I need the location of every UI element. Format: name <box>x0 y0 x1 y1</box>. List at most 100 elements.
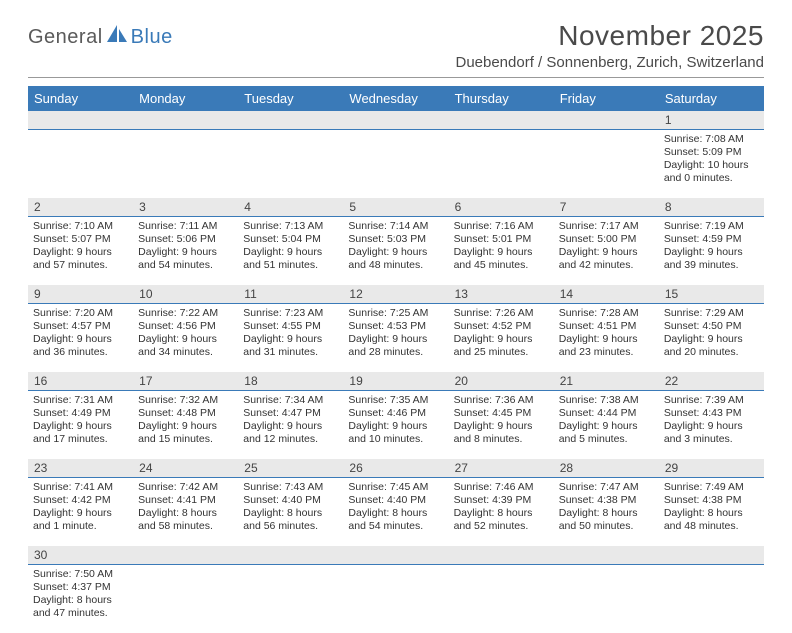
daylight-text: Daylight: 9 hours and 5 minutes. <box>559 420 654 446</box>
day-number <box>238 546 343 564</box>
header: General Blue November 2025 Duebendorf / … <box>28 20 764 71</box>
day-cell: Sunrise: 7:41 AMSunset: 4:42 PMDaylight:… <box>28 478 133 546</box>
day-cell: Sunrise: 7:32 AMSunset: 4:48 PMDaylight:… <box>133 391 238 459</box>
sunrise-text: Sunrise: 7:32 AM <box>138 394 233 407</box>
day-number: 22 <box>659 372 764 390</box>
daylight-text: Daylight: 8 hours and 54 minutes. <box>348 507 443 533</box>
empty-cell <box>28 130 133 198</box>
daylight-text: Daylight: 9 hours and 51 minutes. <box>243 246 338 272</box>
sunset-text: Sunset: 4:50 PM <box>664 320 759 333</box>
sunset-text: Sunset: 5:06 PM <box>138 233 233 246</box>
day-number-row: 9101112131415 <box>28 285 764 304</box>
sunrise-text: Sunrise: 7:46 AM <box>454 481 549 494</box>
day-cell: Sunrise: 7:42 AMSunset: 4:41 PMDaylight:… <box>133 478 238 546</box>
empty-cell <box>238 130 343 198</box>
calendar: Sunday Monday Tuesday Wednesday Thursday… <box>28 86 764 633</box>
week-row: Sunrise: 7:50 AMSunset: 4:37 PMDaylight:… <box>28 565 764 633</box>
sunset-text: Sunset: 4:52 PM <box>454 320 549 333</box>
sunrise-text: Sunrise: 7:38 AM <box>559 394 654 407</box>
sunrise-text: Sunrise: 7:13 AM <box>243 220 338 233</box>
sunset-text: Sunset: 4:56 PM <box>138 320 233 333</box>
day-number-row: 30 <box>28 546 764 565</box>
sunset-text: Sunset: 5:04 PM <box>243 233 338 246</box>
day-number <box>133 546 238 564</box>
sunset-text: Sunset: 5:07 PM <box>33 233 128 246</box>
sunset-text: Sunset: 4:44 PM <box>559 407 654 420</box>
location-text: Duebendorf / Sonnenberg, Zurich, Switzer… <box>455 54 764 71</box>
sunset-text: Sunset: 4:40 PM <box>348 494 443 507</box>
sunset-text: Sunset: 4:48 PM <box>138 407 233 420</box>
sunrise-text: Sunrise: 7:29 AM <box>664 307 759 320</box>
sunrise-text: Sunrise: 7:14 AM <box>348 220 443 233</box>
daylight-text: Daylight: 9 hours and 31 minutes. <box>243 333 338 359</box>
sunset-text: Sunset: 4:42 PM <box>33 494 128 507</box>
day-cell: Sunrise: 7:10 AMSunset: 5:07 PMDaylight:… <box>28 217 133 285</box>
week-row: Sunrise: 7:20 AMSunset: 4:57 PMDaylight:… <box>28 304 764 372</box>
week-row: Sunrise: 7:10 AMSunset: 5:07 PMDaylight:… <box>28 217 764 285</box>
daylight-text: Daylight: 9 hours and 10 minutes. <box>348 420 443 446</box>
day-number: 11 <box>238 285 343 303</box>
daylight-text: Daylight: 9 hours and 45 minutes. <box>454 246 549 272</box>
day-number: 12 <box>343 285 448 303</box>
day-number: 5 <box>343 198 448 216</box>
sunrise-text: Sunrise: 7:47 AM <box>559 481 654 494</box>
sunrise-text: Sunrise: 7:34 AM <box>243 394 338 407</box>
empty-cell <box>659 565 764 633</box>
sunset-text: Sunset: 4:57 PM <box>33 320 128 333</box>
empty-cell <box>554 565 659 633</box>
daylight-text: Daylight: 9 hours and 48 minutes. <box>348 246 443 272</box>
day-number-row: 16171819202122 <box>28 372 764 391</box>
day-cell: Sunrise: 7:45 AMSunset: 4:40 PMDaylight:… <box>343 478 448 546</box>
day-header: Wednesday <box>343 86 448 111</box>
day-number: 20 <box>449 372 554 390</box>
daylight-text: Daylight: 9 hours and 20 minutes. <box>664 333 759 359</box>
daylight-text: Daylight: 8 hours and 52 minutes. <box>454 507 549 533</box>
sunrise-text: Sunrise: 7:45 AM <box>348 481 443 494</box>
day-number: 14 <box>554 285 659 303</box>
day-cell: Sunrise: 7:49 AMSunset: 4:38 PMDaylight:… <box>659 478 764 546</box>
day-number: 18 <box>238 372 343 390</box>
day-number: 19 <box>343 372 448 390</box>
day-cell: Sunrise: 7:29 AMSunset: 4:50 PMDaylight:… <box>659 304 764 372</box>
day-cell: Sunrise: 7:23 AMSunset: 4:55 PMDaylight:… <box>238 304 343 372</box>
day-number: 13 <box>449 285 554 303</box>
sunset-text: Sunset: 4:38 PM <box>559 494 654 507</box>
day-number <box>659 546 764 564</box>
sunrise-text: Sunrise: 7:23 AM <box>243 307 338 320</box>
sunset-text: Sunset: 4:37 PM <box>33 581 128 594</box>
daylight-text: Daylight: 9 hours and 39 minutes. <box>664 246 759 272</box>
day-cell: Sunrise: 7:28 AMSunset: 4:51 PMDaylight:… <box>554 304 659 372</box>
week-row: Sunrise: 7:41 AMSunset: 4:42 PMDaylight:… <box>28 478 764 546</box>
sunset-text: Sunset: 5:09 PM <box>664 146 759 159</box>
day-cell: Sunrise: 7:20 AMSunset: 4:57 PMDaylight:… <box>28 304 133 372</box>
sunrise-text: Sunrise: 7:19 AM <box>664 220 759 233</box>
logo-sail-icon <box>107 25 129 48</box>
day-cell: Sunrise: 7:43 AMSunset: 4:40 PMDaylight:… <box>238 478 343 546</box>
day-number <box>554 111 659 129</box>
day-header: Sunday <box>28 86 133 111</box>
day-number: 30 <box>28 546 133 564</box>
empty-cell <box>554 130 659 198</box>
day-number: 28 <box>554 459 659 477</box>
day-header: Friday <box>554 86 659 111</box>
empty-cell <box>133 130 238 198</box>
day-cell: Sunrise: 7:11 AMSunset: 5:06 PMDaylight:… <box>133 217 238 285</box>
day-number: 17 <box>133 372 238 390</box>
day-cell: Sunrise: 7:35 AMSunset: 4:46 PMDaylight:… <box>343 391 448 459</box>
day-number <box>449 111 554 129</box>
day-cell: Sunrise: 7:19 AMSunset: 4:59 PMDaylight:… <box>659 217 764 285</box>
sunrise-text: Sunrise: 7:28 AM <box>559 307 654 320</box>
day-cell: Sunrise: 7:26 AMSunset: 4:52 PMDaylight:… <box>449 304 554 372</box>
sunrise-text: Sunrise: 7:08 AM <box>664 133 759 146</box>
day-header: Monday <box>133 86 238 111</box>
day-number-row: 2345678 <box>28 198 764 217</box>
daylight-text: Daylight: 8 hours and 50 minutes. <box>559 507 654 533</box>
daylight-text: Daylight: 9 hours and 15 minutes. <box>138 420 233 446</box>
day-number: 6 <box>449 198 554 216</box>
day-number: 23 <box>28 459 133 477</box>
day-cell: Sunrise: 7:50 AMSunset: 4:37 PMDaylight:… <box>28 565 133 633</box>
empty-cell <box>449 565 554 633</box>
day-cell: Sunrise: 7:14 AMSunset: 5:03 PMDaylight:… <box>343 217 448 285</box>
day-cell: Sunrise: 7:36 AMSunset: 4:45 PMDaylight:… <box>449 391 554 459</box>
day-cell: Sunrise: 7:47 AMSunset: 4:38 PMDaylight:… <box>554 478 659 546</box>
